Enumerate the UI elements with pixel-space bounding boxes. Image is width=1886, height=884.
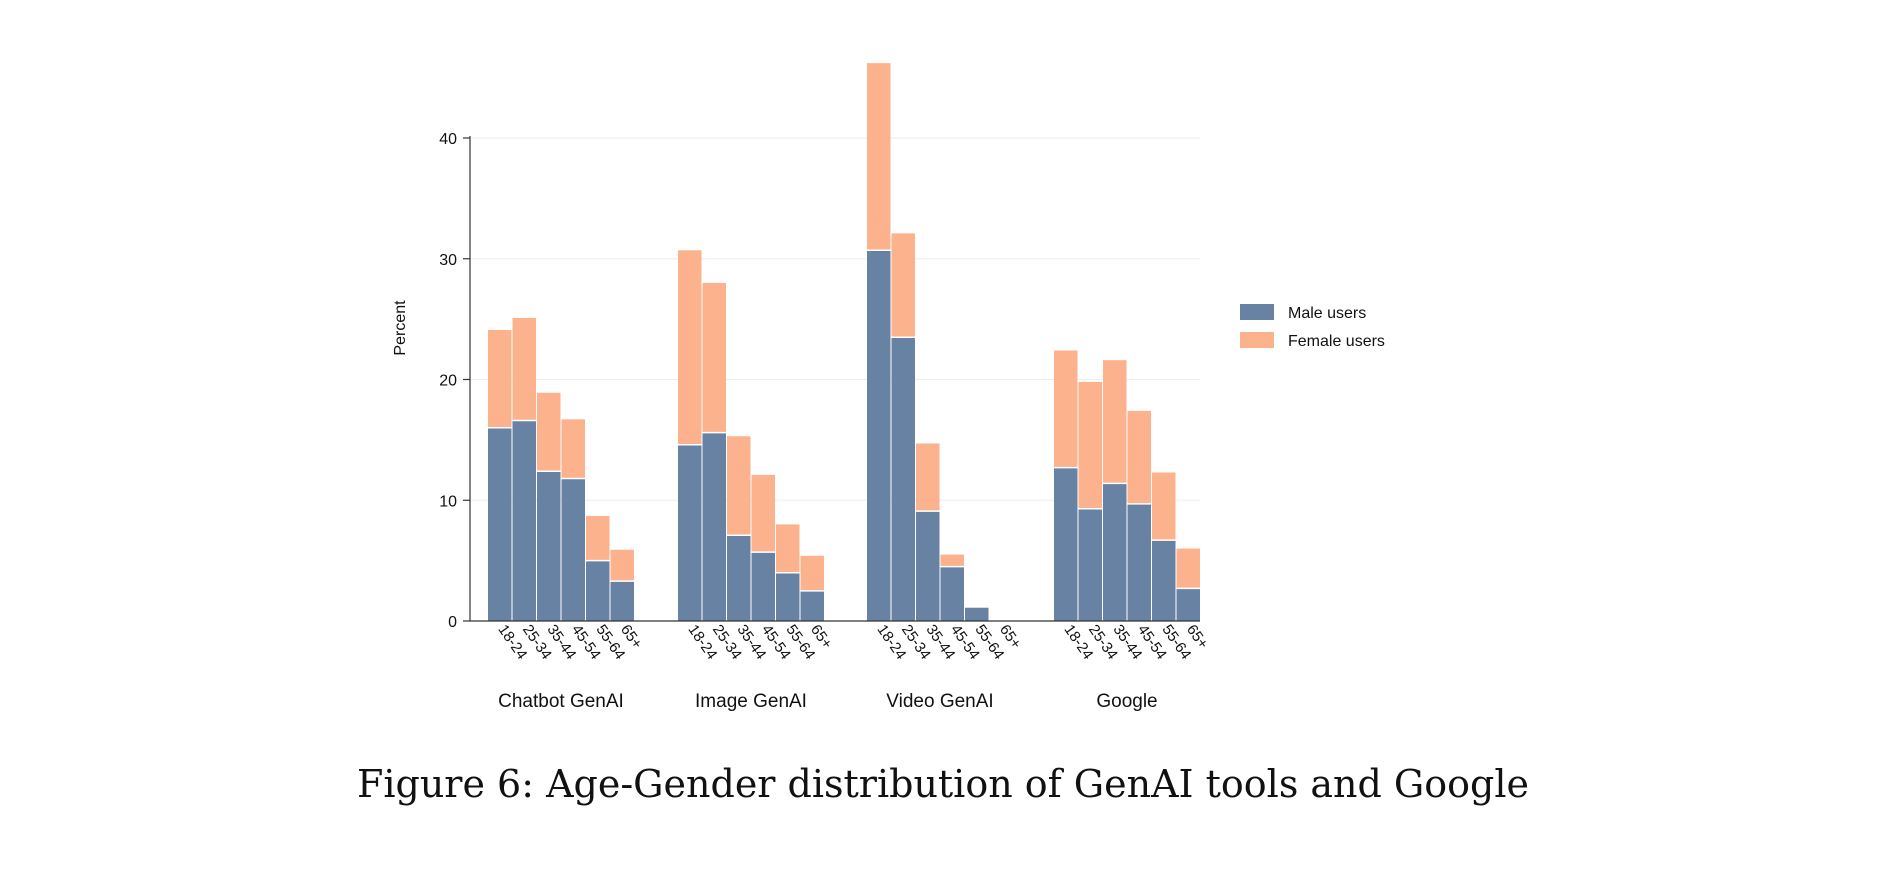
bar-male [1078, 508, 1102, 621]
y-axis: 0 10 20 30 40 [439, 131, 471, 631]
bar-female [867, 63, 891, 251]
legend: Male users Female users [1240, 304, 1385, 350]
bar-male [867, 250, 891, 622]
bar-male [965, 607, 989, 621]
legend-swatch-male [1240, 304, 1274, 320]
bar-male [561, 478, 585, 621]
bar-female [776, 524, 800, 573]
bar-female [1078, 381, 1102, 509]
bar-male [940, 566, 964, 621]
y-tick-label: 20 [439, 373, 457, 390]
figure-caption: Figure 6: Age-Gender distribution of Gen… [356, 762, 1530, 806]
bar-female [702, 282, 726, 433]
bar-female [800, 555, 824, 591]
y-tick-label: 30 [439, 252, 457, 269]
bar-male [610, 581, 634, 621]
bar-male [488, 427, 512, 621]
bar-female [727, 436, 751, 536]
bar-male [1054, 467, 1078, 621]
group-label: Image GenAI [695, 691, 807, 712]
bar-female [1152, 472, 1176, 541]
group-label: Video GenAI [886, 691, 993, 712]
bars [488, 63, 1200, 622]
bar-female [1103, 360, 1127, 484]
bar-female [561, 419, 585, 479]
bar-male [891, 337, 915, 621]
bar-female [1127, 410, 1151, 504]
bar-male [512, 420, 536, 621]
bar-male [702, 432, 726, 621]
bar-female [940, 554, 964, 567]
bar-female [1176, 548, 1200, 589]
y-tick-label: 40 [439, 131, 457, 148]
bar-female [512, 317, 536, 421]
bar-female [537, 392, 561, 472]
bar-male [678, 444, 702, 621]
bar-female [916, 443, 940, 512]
legend-swatch-female [1240, 332, 1274, 348]
y-tick-label: 10 [439, 493, 457, 510]
bar-male [751, 552, 775, 621]
bar-female [751, 474, 775, 553]
bar-male [586, 560, 610, 621]
y-tick-label: 0 [448, 614, 457, 631]
bar-female [1054, 350, 1078, 468]
group-label: Google [1096, 691, 1157, 712]
bar-female [891, 233, 915, 338]
bar-male [537, 471, 561, 621]
bar-male [776, 572, 800, 621]
group-label: Chatbot GenAI [498, 691, 624, 712]
bar-male [727, 535, 751, 621]
legend-label-female: Female users [1288, 333, 1385, 350]
bar-male [1152, 540, 1176, 621]
bar-female [586, 515, 610, 561]
bar-female [488, 329, 512, 428]
bar-male [800, 590, 824, 621]
bar-male [1103, 483, 1127, 621]
bar-male [1176, 588, 1200, 621]
bar-male [916, 511, 940, 621]
bar-female [610, 549, 634, 582]
legend-label-male: Male users [1288, 305, 1366, 322]
bar-female [678, 250, 702, 445]
y-axis-label: Percent [392, 300, 409, 356]
bar-male [1127, 503, 1151, 621]
